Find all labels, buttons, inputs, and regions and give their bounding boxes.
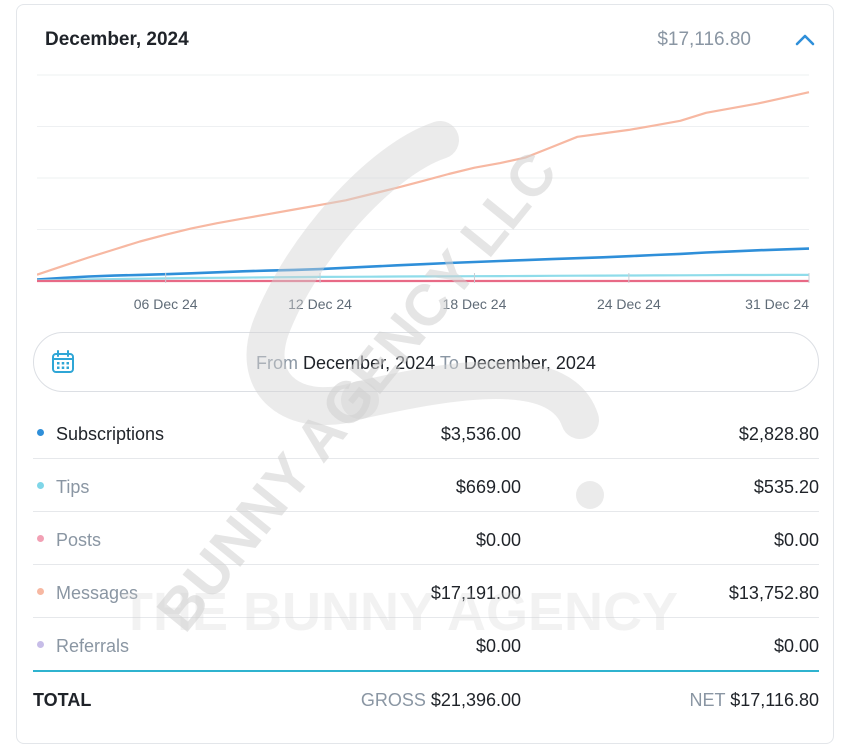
- total-net: NET $17,116.80: [690, 690, 819, 711]
- row-gross: $3,536.00: [440, 424, 521, 444]
- row-gross: $0.00: [475, 530, 521, 550]
- posts-dot: [37, 535, 44, 542]
- referrals-dot: [37, 641, 44, 648]
- x-tick-label: 06 Dec 24: [134, 296, 198, 312]
- row-net: $535.20: [753, 477, 819, 497]
- row-name: Referrals: [56, 636, 130, 656]
- to-label: To: [439, 353, 459, 373]
- total-label: TOTAL: [33, 690, 92, 710]
- total-gross: GROSS $21,396.00: [361, 690, 521, 711]
- row-gross: $669.00: [455, 477, 521, 497]
- row-name: Posts: [56, 530, 102, 550]
- net-label: NET: [689, 690, 726, 710]
- row-posts: Posts $0.00 $0.00: [33, 512, 819, 565]
- row-net: $0.00: [773, 636, 819, 656]
- row-name: Subscriptions: [56, 424, 165, 444]
- x-tick-label: 31 Dec 24: [745, 296, 809, 312]
- total-row: TOTAL GROSS $21,396.00 NET $17,116.80: [33, 672, 819, 724]
- x-tick-label: 24 Dec 24: [597, 296, 661, 312]
- date-range-picker[interactable]: From December, 2024 To December, 2024: [33, 332, 819, 392]
- series-line-0: [37, 91, 810, 276]
- earnings-line-chart: 06 Dec 24 12 Dec 24 18 Dec 24 24 Dec 24 31 D…: [37, 74, 810, 312]
- chevron-up-icon[interactable]: [791, 27, 819, 55]
- tips-dot: [37, 482, 44, 489]
- row-referrals: Referrals $0.00 $0.00: [33, 618, 819, 672]
- row-messages: Messages $17,191.00 $13,752.80: [33, 565, 819, 618]
- row-subscriptions: Subscriptions $3,536.00 $2,828.80: [33, 406, 819, 459]
- row-name: Messages: [56, 583, 139, 603]
- x-tick-label: 12 Dec 24: [288, 296, 352, 312]
- earnings-card: December, 2024 $17,116.80 06 Dec 24 12 De…: [16, 4, 834, 744]
- gross-label: GROSS: [360, 690, 426, 710]
- row-net: $2,828.80: [738, 424, 819, 444]
- x-tick-label: 18 Dec 24: [443, 296, 507, 312]
- header-total-amount: $17,116.80: [657, 29, 751, 50]
- card-header[interactable]: December, 2024 $17,116.80: [17, 5, 833, 71]
- to-value[interactable]: December, 2024: [463, 353, 596, 373]
- row-gross: $17,191.00: [430, 583, 521, 603]
- earnings-breakdown-list: Subscriptions $3,536.00 $2,828.80 Tips $…: [33, 406, 819, 724]
- from-label: From: [256, 353, 299, 373]
- chart-gridlines: [37, 74, 809, 282]
- row-net: $0.00: [773, 530, 819, 550]
- gross-value: $21,396.00: [430, 690, 521, 710]
- net-value: $17,116.80: [730, 690, 819, 710]
- from-value[interactable]: December, 2024: [303, 353, 436, 373]
- date-range-text: From December, 2024 To December, 2024: [34, 353, 818, 374]
- subscriptions-dot: [37, 429, 44, 436]
- row-net: $13,752.80: [728, 583, 819, 603]
- month-title: December, 2024: [45, 29, 189, 50]
- row-name: Tips: [56, 477, 90, 497]
- row-gross: $0.00: [475, 636, 521, 656]
- row-tips: Tips $669.00 $535.20: [33, 459, 819, 512]
- calendar-icon[interactable]: [50, 349, 76, 375]
- messages-dot: [37, 588, 44, 595]
